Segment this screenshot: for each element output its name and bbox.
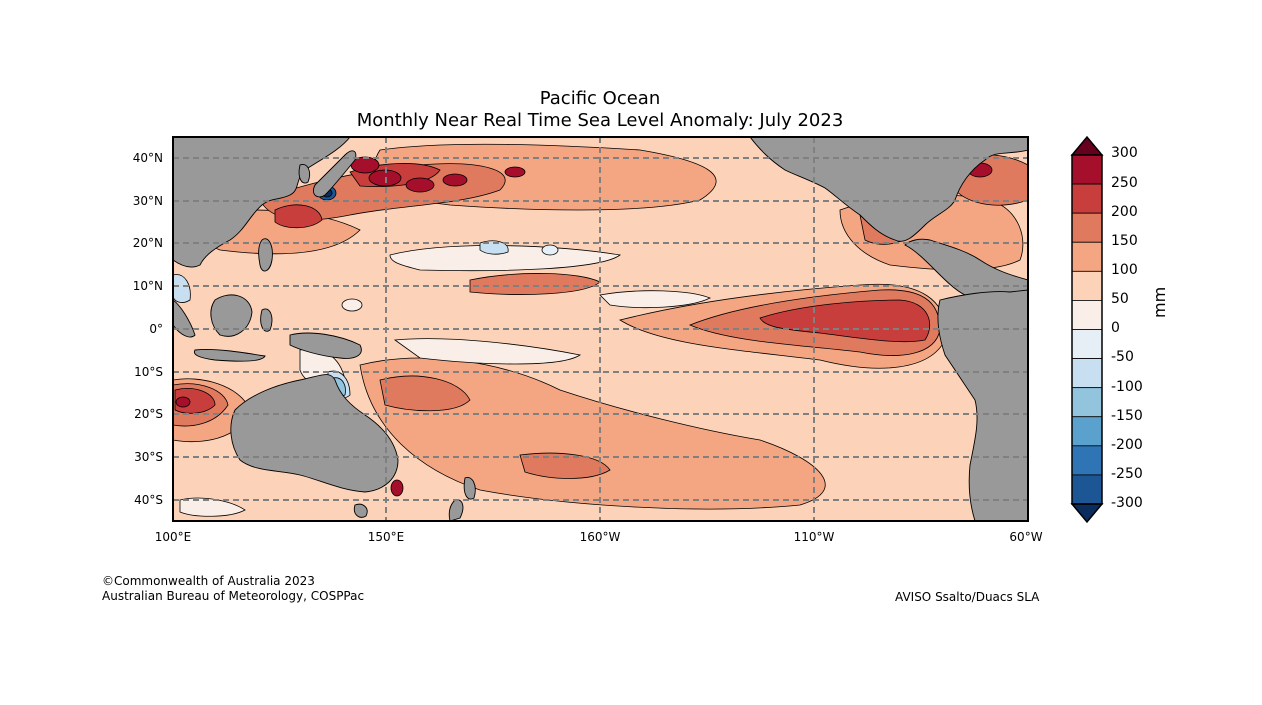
colorbar-segment (1071, 329, 1103, 359)
land-tasmania (353, 503, 368, 518)
organization-text: Australian Bureau of Meteorology, COSPPa… (102, 589, 365, 603)
anomaly-eddy-north-low-1 (341, 298, 363, 312)
lat-label-40s: 40°S (134, 493, 163, 507)
map-frame (172, 136, 1029, 522)
lat-label-10s: 10°S (134, 365, 163, 379)
land-japan (313, 150, 357, 198)
colorbar-label-minus-150: -150 (1111, 408, 1143, 424)
colorbar-extension-high (1070, 135, 1104, 156)
lat-label-40n: 40°N (132, 151, 163, 165)
land-korea (298, 164, 311, 184)
colorbar (1070, 135, 1104, 524)
colorbar-segment (1071, 445, 1103, 476)
colorbar-units: mm (1150, 286, 1169, 318)
land-philippines (258, 238, 273, 272)
map-title: Pacific Ocean (539, 88, 661, 109)
colorbar-segment (1071, 358, 1103, 389)
lon-label-160w: 160°W (579, 530, 621, 544)
land-new-guinea (289, 332, 362, 359)
colorbar-segment (1071, 154, 1103, 185)
colorbar-segment (1071, 416, 1103, 447)
lat-label-10n: 10°N (132, 279, 163, 293)
colorbar-segment (1071, 300, 1103, 330)
lon-label-100e: 100°E (154, 530, 192, 544)
land-australia (230, 374, 399, 493)
anomaly-band-equatorial-low (393, 338, 582, 365)
land-south-america (937, 289, 1028, 521)
lat-label-30s: 30°S (134, 450, 163, 464)
anomaly-band-central-low (599, 290, 711, 309)
anomaly-band-south-central (379, 375, 471, 412)
colorbar-segment (1071, 474, 1103, 505)
colorbar-segment (1071, 387, 1103, 418)
colorbar-label-100: 100 (1111, 262, 1138, 278)
land-java (193, 349, 266, 362)
land-north-america (749, 137, 1028, 242)
lat-label-20s: 20°S (134, 407, 163, 421)
land-new-zealand-south (448, 499, 464, 521)
colorbar-segment (1071, 270, 1103, 301)
land-sulawesi (260, 308, 273, 332)
data-source-text: AVISO Ssalto/Duacs SLA (895, 590, 1040, 604)
anomaly-band-southeast (519, 452, 611, 479)
colorbar-label-0: 0 (1111, 320, 1120, 336)
land (173, 137, 1028, 521)
anomaly-eddy-north-central (504, 166, 526, 178)
colorbar-label-minus-50: -50 (1111, 349, 1134, 365)
colorbar-label-250: 250 (1111, 175, 1138, 191)
anomaly-band-ecuador-high (759, 299, 931, 343)
anomaly-eddy-tasman (390, 479, 404, 497)
colorbar-label-50: 50 (1111, 291, 1129, 307)
colorbar-label-minus-250: -250 (1111, 466, 1143, 482)
colorbar-label-minus-300: -300 (1111, 495, 1143, 511)
colorbar-segment (1071, 241, 1103, 272)
colorbar-segment (1071, 212, 1103, 243)
graticule (173, 137, 1028, 521)
land-new-zealand-north (463, 477, 476, 500)
lat-label-30n: 30°N (132, 194, 163, 208)
anomaly-eddy-leeuwin (175, 396, 191, 408)
colorbar-label-200: 200 (1111, 204, 1138, 220)
copyright-text: ©Commonwealth of Australia 2023 (102, 574, 315, 588)
land-borneo (210, 294, 253, 337)
map-area (173, 137, 1028, 521)
anomaly-band-south-low (179, 497, 246, 517)
anomaly-eddy-extension (442, 173, 468, 187)
land-central-america (904, 238, 1028, 296)
colorbar-label-minus-200: -200 (1111, 437, 1143, 453)
lat-label-20n: 20°N (132, 236, 163, 250)
lat-label-equator: 0° (149, 322, 163, 336)
colorbar-extension-low (1070, 503, 1104, 524)
lon-label-110w: 110°W (793, 530, 835, 544)
anomaly-eddy-north-low-2 (541, 244, 559, 256)
lon-label-150e: 150°E (367, 530, 405, 544)
colorbar-segment (1071, 183, 1103, 214)
lon-label-60w: 60°W (1009, 530, 1043, 544)
anomaly-eddy-north-pacific (405, 177, 435, 193)
anomaly-band-philippine-high (274, 204, 323, 229)
colorbar-label-minus-100: -100 (1111, 379, 1143, 395)
map-subtitle: Monthly Near Real Time Sea Level Anomaly… (356, 110, 844, 131)
colorbar-label-150: 150 (1111, 233, 1138, 249)
colorbar-frame (1071, 154, 1103, 505)
anomaly-band-north-pacific-low (479, 240, 509, 255)
colorbar-label-300: 300 (1111, 145, 1138, 161)
